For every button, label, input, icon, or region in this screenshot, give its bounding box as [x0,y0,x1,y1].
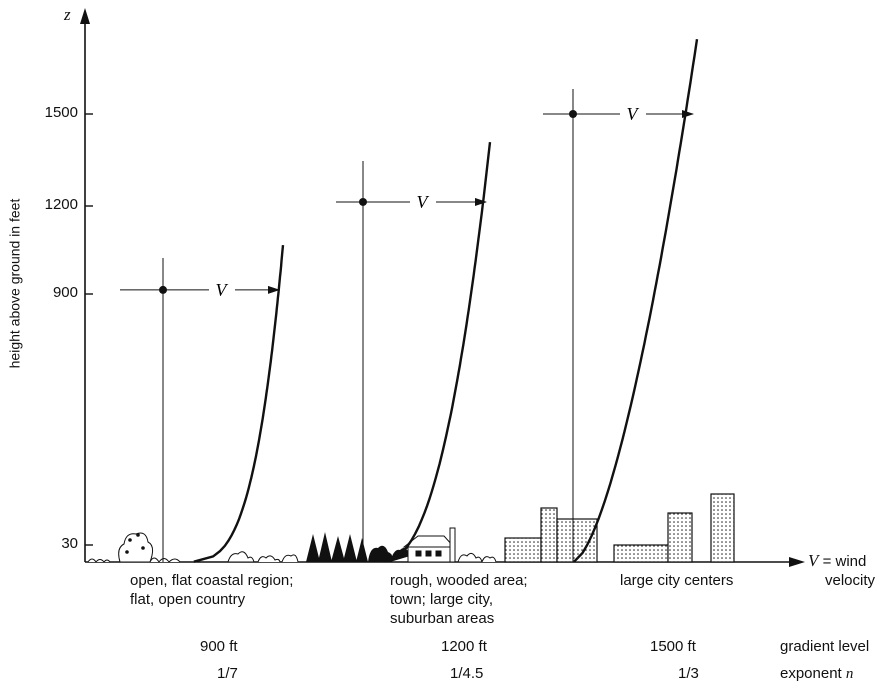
terrain-line: rough, wooded area; [390,572,528,589]
exponent-prefix: exponent [780,665,842,682]
gradient-point [359,197,367,206]
city-buildings [504,493,735,563]
velocity-label: V [627,104,640,124]
gradient-level-open: 900 ft [200,638,238,655]
terrain-line: suburban areas [390,610,495,627]
y-ticks [85,113,93,546]
exponent-suburban: 1/4.5 [450,665,484,682]
y-tick-label: 900 [52,284,78,301]
y-tick-label: 1500 [44,104,78,121]
terrain-line: town; large city, [390,591,494,608]
terrain-label-suburban: rough, wooded area; town; large city, su… [390,571,528,628]
x-axis-arrowhead [789,557,805,567]
exponent-symbol: n [845,666,854,682]
house [402,527,497,563]
velocity-profile-curve [384,141,492,563]
y-tick-label: 1200 [44,196,78,213]
x-axis-label-suffix: = wind [822,553,867,570]
open-country-shrubs [87,532,299,563]
x-axis-symbol: V [808,551,819,570]
gradient-point [569,110,577,118]
x-axis-label: V = wind [808,551,866,571]
terrain-line: flat, open country [130,591,246,608]
velocity-label: V [417,192,430,212]
velocity-profiles: V V V [120,39,699,563]
velocity-profile-curve [193,244,285,563]
gradient-point [159,285,167,294]
exponent-row-label: exponent n [780,664,853,684]
velocity-label: V [216,280,229,300]
terrain-label-city: large city centers [620,571,733,590]
terrain-label-open: open, flat coastal region; flat, open co… [130,571,293,609]
y-axis-symbol: z [64,5,71,24]
terrain-line: large city centers [620,572,734,589]
exponent-open: 1/7 [217,665,238,682]
y-axis-arrowhead [80,8,90,24]
terrain-line: open, flat coastal region; [130,572,294,589]
y-tick-label: 30 [61,535,78,552]
x-axis-label-line2: velocity [825,572,876,589]
gradient-level-city: 1500 ft [650,638,696,655]
gradient-level-row-label: gradient level [780,638,870,655]
gradient-level-suburban: 1200 ft [441,638,487,655]
velocity-profile-curve [573,39,699,563]
exponent-city: 1/3 [678,665,699,682]
